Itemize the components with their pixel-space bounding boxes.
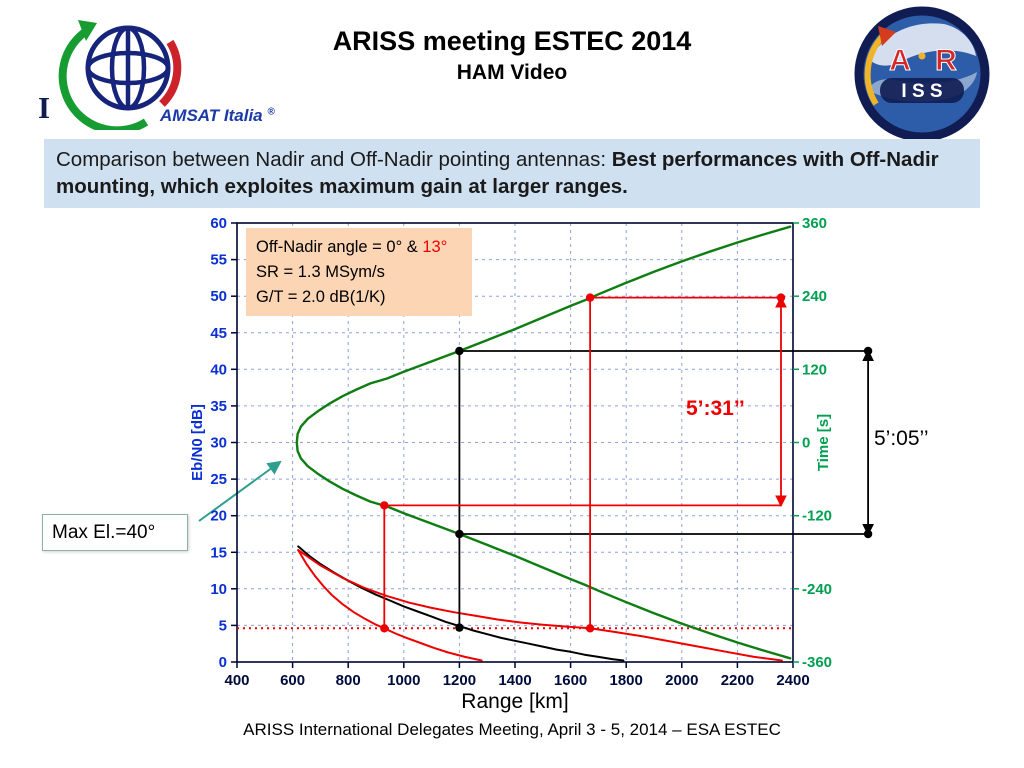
info-line-symbol-rate: SR = 1.3 MSym/s (256, 262, 385, 281)
offnadir-angle-text: Off-Nadir angle = 0° & (256, 238, 423, 256)
y-left-tick-label: 15 (210, 544, 227, 561)
y-right-tick-label: 120 (802, 361, 827, 378)
chart-info-box: Off-Nadir angle = 0° & 13° SR = 1.3 MSym… (246, 228, 472, 317)
amsat-i-letter: I (38, 90, 51, 125)
marker-dot (585, 624, 595, 633)
ariss-badge-graphic: A R I S S (854, 6, 990, 142)
y-left-tick-label: 60 (210, 215, 227, 232)
x-tick-label: 1000 (387, 672, 420, 689)
max-elevation-callout: Max El.=40° (42, 514, 188, 551)
y-left-tick-label: 0 (219, 654, 227, 671)
series-time-vs-range (295, 225, 792, 660)
x-tick-label: 2200 (721, 672, 754, 689)
series-ebn0-nadir-0deg (297, 545, 625, 662)
amsat-globe-graphic (58, 20, 182, 130)
ariss-orbit-swoosh (864, 33, 886, 106)
y-left-tick-label: 35 (210, 398, 227, 415)
x-tick-label: 2400 (776, 672, 809, 689)
ariss-letter-a: A (889, 44, 911, 77)
x-tick-label: 1400 (498, 672, 531, 689)
y-right-tick-label: 240 (802, 288, 827, 305)
x-tick-label: 1200 (443, 672, 476, 689)
x-tick-label: 400 (224, 672, 249, 689)
y-left-tick-label: 55 (210, 252, 227, 269)
registered-mark: ® (267, 106, 275, 118)
y-right-tick-label: -120 (802, 508, 832, 525)
info-line-gt: G/T = 2.0 dB(1/K) (256, 287, 386, 306)
ariss-iss-band (880, 78, 964, 103)
series-ebn0-offnadir-13deg-low (297, 549, 483, 662)
banner-text-bold: Best performances with Off-Nadir mountin… (56, 148, 939, 199)
x-tick-label: 600 (280, 672, 305, 689)
max-el-arrow (198, 460, 282, 522)
ariss-letter-r: R (935, 44, 957, 77)
info-line-offnadir-angle: Off-Nadir angle = 0° & 13° (256, 235, 462, 260)
ariss-orbit-arrowhead (878, 26, 896, 46)
slide-title: ARISS meeting ESTEC 2014 (332, 26, 692, 56)
ariss-logo: A R I S S (852, 4, 992, 144)
marker-dot (776, 293, 786, 302)
offnadir-duration-label: 5’:31’’ (686, 397, 745, 420)
summary-banner: Comparison between Nadir and Off-Nadir p… (44, 139, 980, 208)
y-left-tick-label: 10 (210, 581, 227, 598)
y-left-tick-label: 40 (210, 361, 227, 378)
y-left-tick-label: 50 (210, 288, 227, 305)
y-left-axis-title: Eb/N0 [dB] (189, 404, 206, 481)
y-right-tick-label: -360 (802, 654, 832, 671)
y-right-tick-label: 360 (802, 215, 827, 232)
y-left-tick-label: 25 (210, 471, 227, 488)
amsat-green-arrowhead (78, 20, 97, 41)
earth-clouds (870, 23, 976, 66)
marker-dot (455, 529, 464, 539)
marker-dot (455, 623, 464, 632)
amsat-name-text: AMSAT Italia (160, 106, 263, 125)
banner-text: Comparison between Nadir and Off-Nadir p… (56, 148, 612, 171)
series-ebn0-offnadir-13deg-high (297, 549, 783, 662)
slide-subtitle: HAM Video (456, 61, 568, 84)
marker-dot (380, 501, 389, 510)
ariss-star-dot (918, 52, 926, 60)
x-axis-title: Range [km] (461, 690, 568, 713)
x-tick-label: 800 (336, 672, 361, 689)
offnadir-angle-value: 13° (422, 238, 448, 256)
y-right-tick-label: 0 (802, 435, 810, 452)
amsat-red-arc (159, 39, 182, 107)
x-tick-label: 1600 (554, 672, 587, 689)
footer-caption: ARISS International Delegates Meeting, A… (243, 720, 781, 739)
nadir-duration-label: 5’:05’’ (874, 427, 929, 450)
amsat-italia-logo: I AMSAT Italia ® (22, 4, 332, 136)
y-left-tick-label: 30 (210, 435, 227, 452)
marker-dot (380, 624, 389, 633)
marker-dot (455, 346, 464, 356)
marker-dot (585, 293, 595, 302)
y-left-tick-label: 5 (219, 617, 227, 634)
ariss-iss-text: I S S (901, 81, 942, 102)
amsat-italia-wordmark: AMSAT Italia ® (160, 106, 275, 126)
y-left-tick-label: 45 (210, 325, 227, 342)
y-left-tick-label: 20 (210, 508, 227, 525)
x-tick-label: 2000 (665, 672, 698, 689)
amsat-green-arrow (58, 26, 149, 130)
y-right-tick-label: -240 (802, 581, 832, 598)
y-right-axis-title: Time [s] (815, 414, 832, 471)
x-tick-label: 1800 (610, 672, 643, 689)
marker-dot (863, 346, 873, 356)
marker-dot (863, 529, 873, 539)
